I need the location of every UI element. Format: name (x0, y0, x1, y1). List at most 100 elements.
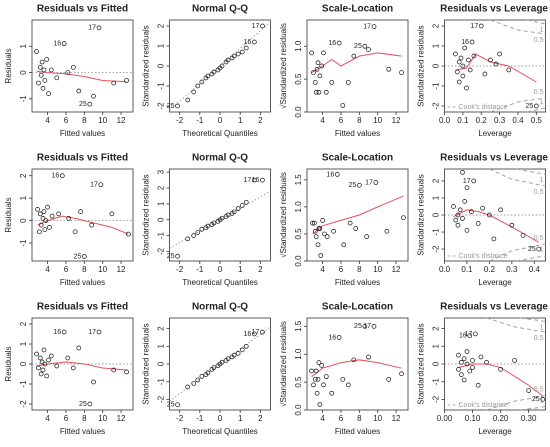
cook-level-label: 0.5 (534, 37, 544, 44)
point (124, 369, 129, 375)
x-tick-label: 10 (373, 116, 382, 125)
x-tick-label: 0.3 (506, 265, 518, 274)
point (520, 233, 526, 238)
point (219, 63, 225, 69)
point (124, 78, 129, 83)
panel: Residuals vs Leverage 0.0 0.1 0.2 0.3 0.4 -2 -1… (417, 153, 549, 287)
reference-line (520, 406, 546, 411)
point (41, 347, 47, 353)
point (493, 61, 499, 67)
point (87, 401, 93, 407)
point (401, 215, 406, 221)
point (48, 67, 54, 73)
point (386, 66, 392, 72)
point (453, 51, 458, 57)
x-tick-label: 6 (64, 414, 69, 423)
point (321, 50, 326, 56)
point (309, 50, 314, 56)
reference-line (516, 168, 546, 175)
point (336, 335, 342, 340)
point-label: 25 (74, 253, 82, 260)
point-label: 25 (354, 43, 362, 50)
point (46, 357, 51, 363)
y-tick-label: 0.5 (294, 73, 303, 85)
point (111, 80, 117, 86)
point (199, 374, 205, 379)
x-tick-label: 8 (82, 116, 87, 125)
point (46, 91, 51, 96)
point (498, 366, 503, 372)
point (49, 213, 55, 219)
point (345, 382, 351, 388)
x-axis-label: Fitted values (335, 278, 380, 287)
point (199, 226, 205, 232)
x-tick-label: 12 (117, 414, 126, 423)
point (47, 224, 52, 230)
panel-title: Scale-Location (322, 153, 393, 164)
point (469, 209, 474, 214)
point-label: 17 (252, 329, 260, 336)
plot-frame (31, 19, 134, 113)
point (39, 59, 45, 65)
point (231, 209, 237, 215)
panel-title: Residuals vs Fitted (37, 302, 128, 313)
point (44, 373, 50, 379)
point (506, 67, 512, 73)
y-axis-label: Standardized residuals (417, 25, 426, 106)
y-tick-label: 1.5 (294, 174, 303, 186)
y-tick-label: 1 (19, 44, 28, 49)
point (78, 209, 84, 214)
x-axis-label: Fitted values (60, 427, 105, 436)
reference-line (169, 326, 271, 402)
smooth-line (453, 209, 540, 243)
point (37, 355, 43, 361)
x-tick-label: 4 (45, 116, 50, 125)
point (211, 365, 217, 370)
y-tick-label: 0 (19, 70, 28, 75)
cook-level-label: 0.5 (534, 189, 544, 196)
point-label: 17 (88, 329, 96, 336)
point (484, 359, 489, 365)
point (399, 70, 404, 75)
reference-line (527, 19, 546, 25)
point (467, 368, 473, 374)
y-tick-label: -1 (432, 378, 441, 386)
point (89, 222, 95, 228)
point-label: 16 (328, 334, 336, 341)
panel: Residuals vs Leverage 0.0 0.1 0.2 0.3 0.4 0.5 -… (417, 4, 549, 138)
x-tick-label: -1 (196, 116, 204, 125)
y-axis-label: √Standardized residuals (279, 23, 288, 109)
point (456, 79, 462, 85)
y-tick-label: 1 (157, 201, 166, 206)
y-tick-label: -2 (432, 395, 441, 403)
point (316, 89, 322, 95)
point (219, 215, 225, 221)
point (225, 57, 231, 63)
point (91, 379, 96, 385)
y-tick-label: 1 (432, 195, 441, 200)
x-axis-label: Leverage (478, 278, 512, 287)
point (211, 69, 217, 75)
reference-line (486, 317, 546, 333)
cook-level-label: 0.5 (534, 89, 544, 96)
x-tick-label: 10 (98, 265, 107, 274)
x-tick-label: 4 (45, 265, 50, 274)
point (76, 345, 82, 351)
point (175, 103, 180, 109)
point (45, 204, 50, 210)
y-tick-label: 0 (432, 63, 441, 68)
point (482, 71, 488, 77)
cook-legend: Cook's distance (459, 104, 508, 111)
point (455, 69, 460, 75)
plot-frame (306, 317, 409, 411)
y-tick-label: 2 (432, 178, 441, 183)
y-axis-label: Residuals (4, 346, 13, 381)
point (39, 359, 45, 365)
point (312, 80, 318, 85)
point (239, 347, 245, 353)
point (59, 173, 65, 179)
point (456, 352, 461, 358)
y-tick-label: -1 (157, 378, 166, 386)
